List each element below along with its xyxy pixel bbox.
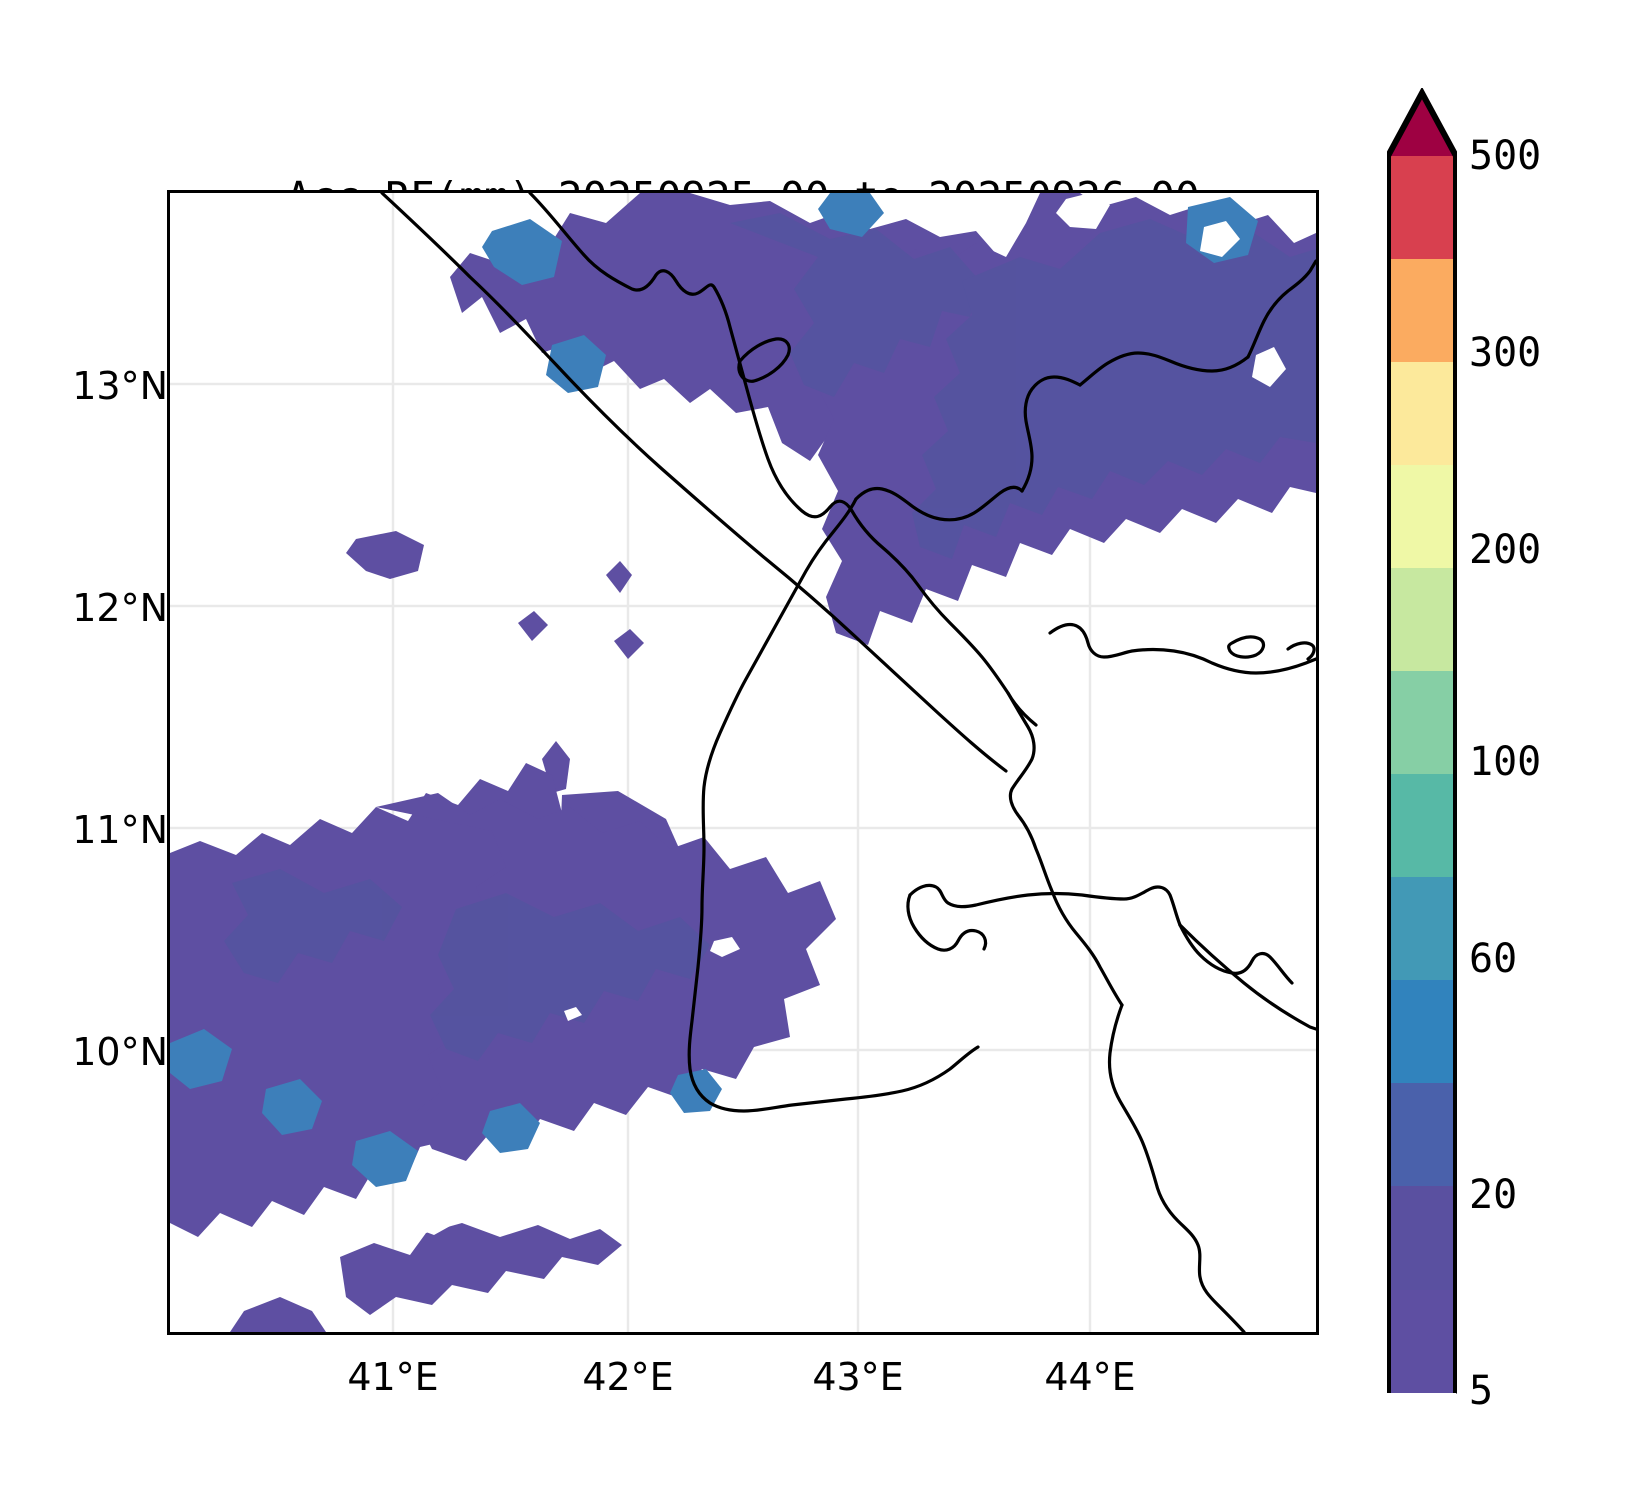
colorbar-bands xyxy=(1388,156,1456,1393)
colorbar-svg xyxy=(1387,88,1457,1394)
ytick-label-12N: 12°N xyxy=(72,586,168,630)
rainfall-contour-map xyxy=(170,193,1316,1332)
colorbar-tick-100: 100 xyxy=(1469,739,1542,785)
colorbar-extend-max-arrow xyxy=(1388,93,1456,156)
colorbar-outline xyxy=(1387,88,1457,1393)
xtick-label-43E: 43°E xyxy=(812,1355,904,1399)
ytick-label-10N: 10°N xyxy=(72,1030,168,1074)
rainfall-colorbar: 500 300 200 100 60 20 5 xyxy=(1387,88,1541,1414)
xtick-label-41E: 41°E xyxy=(347,1355,439,1399)
colorbar-tick-60: 60 xyxy=(1469,936,1518,982)
xtick-label-44E: 44°E xyxy=(1044,1355,1136,1399)
map-clip-region xyxy=(170,193,1316,1332)
colorbar-tick-200: 200 xyxy=(1469,527,1542,573)
ytick-label-13N: 13°N xyxy=(72,364,168,408)
rainfall-gaps xyxy=(418,193,1286,1235)
colorbar-tick-500: 500 xyxy=(1469,133,1542,179)
rainfall-band-10-20mm xyxy=(224,213,1316,1061)
country-borders xyxy=(380,193,1316,1332)
colorbar-tick-20: 20 xyxy=(1469,1172,1518,1218)
colorbar-tick-5: 5 xyxy=(1469,1368,1494,1414)
ytick-label-11N: 11°N xyxy=(72,808,168,852)
map-plot-area xyxy=(167,190,1319,1335)
colorbar-tick-300: 300 xyxy=(1469,330,1542,376)
xtick-label-42E: 42°E xyxy=(582,1355,674,1399)
